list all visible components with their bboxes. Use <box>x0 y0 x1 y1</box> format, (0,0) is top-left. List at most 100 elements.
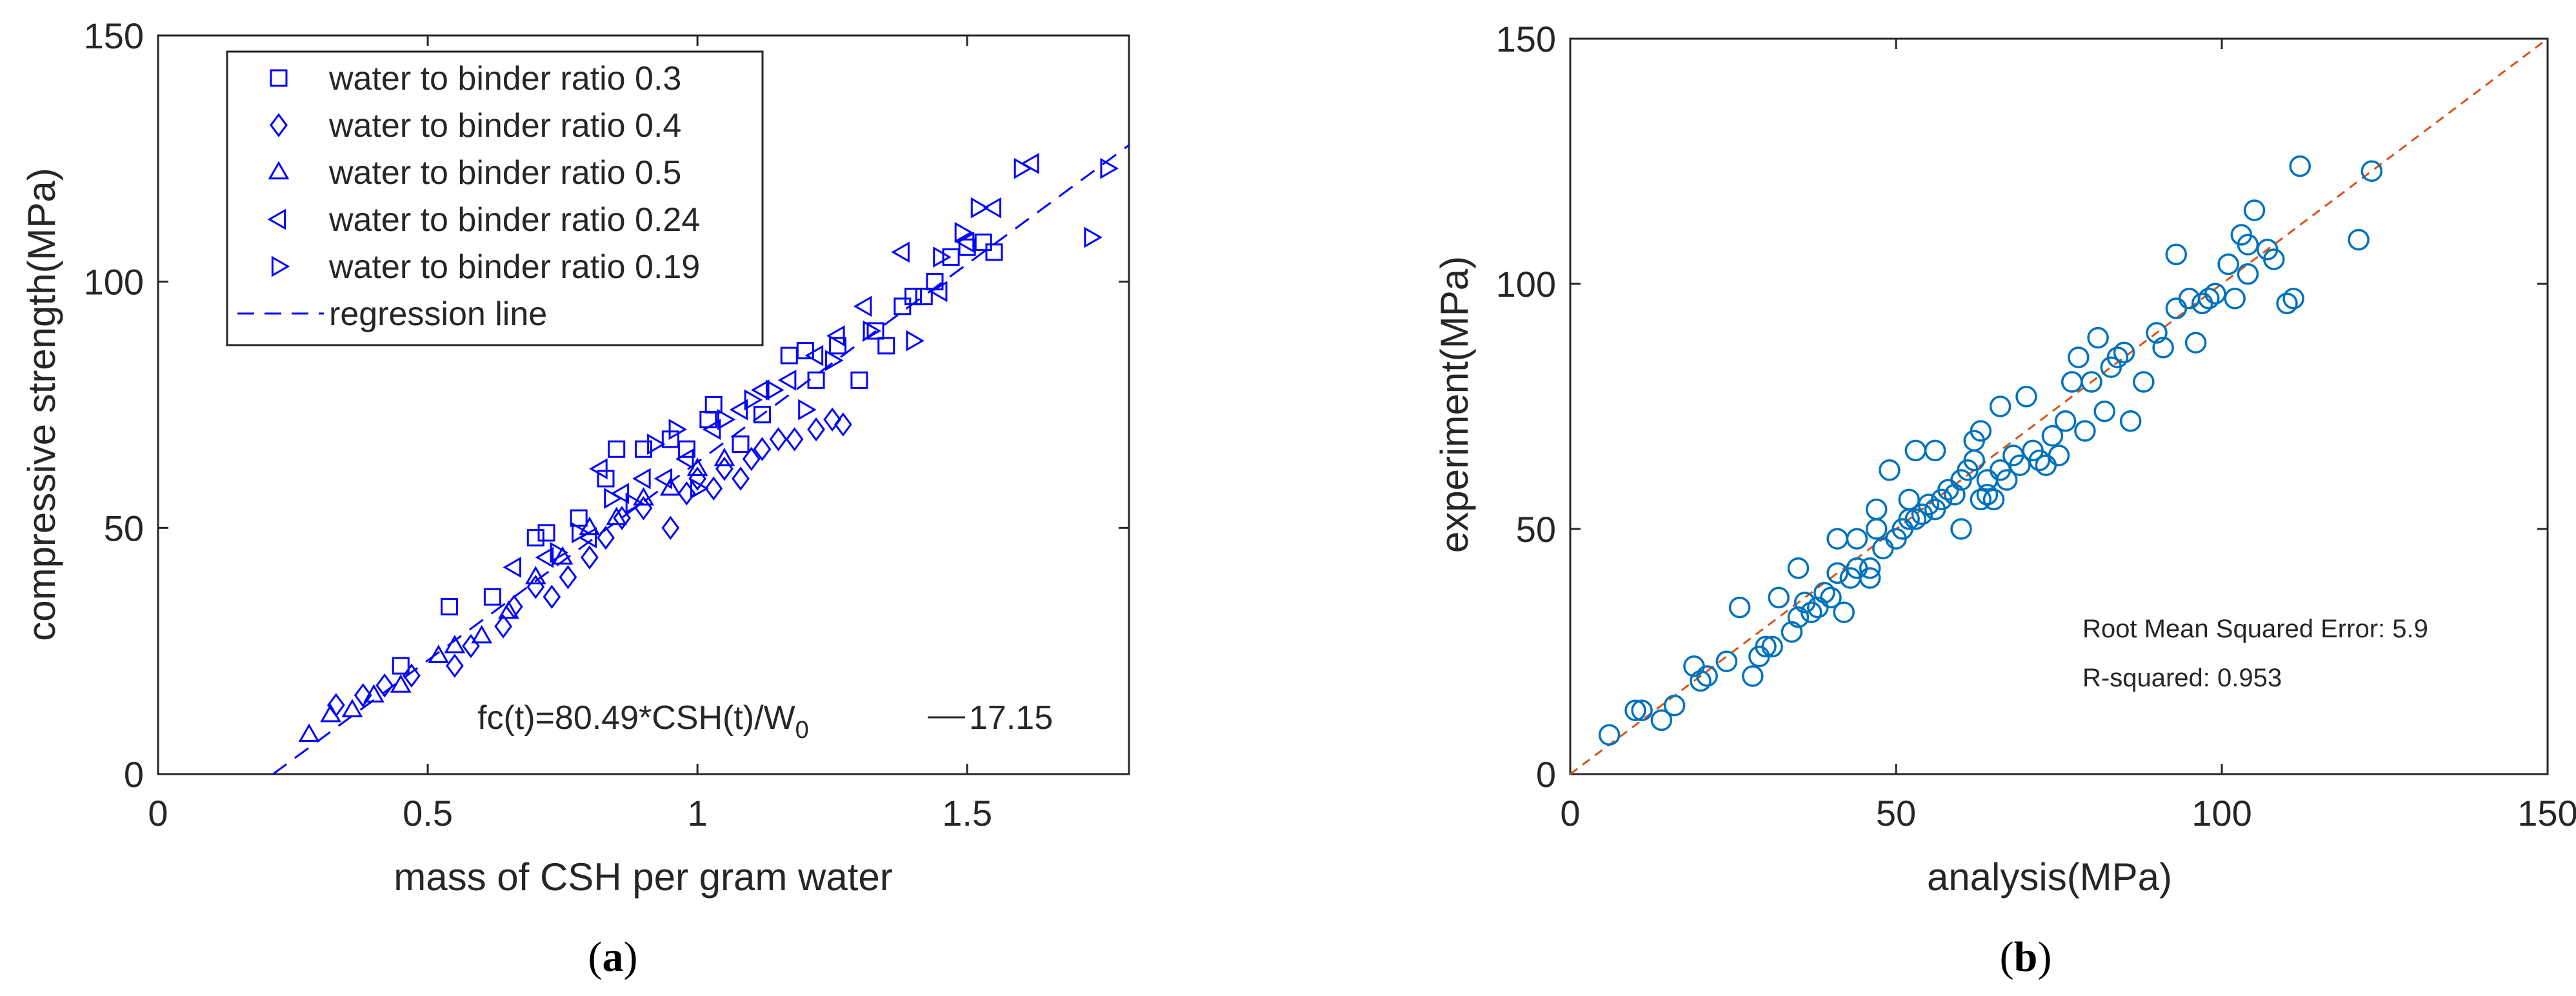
legend-marker <box>267 208 286 230</box>
data-point <box>1787 557 1810 579</box>
data-point-triangle-right <box>970 197 990 219</box>
data-point <box>2048 444 2070 466</box>
data-point-square <box>926 273 944 291</box>
data-point <box>1859 567 1881 589</box>
data-point-square <box>850 371 868 389</box>
data-point <box>1715 650 1738 672</box>
data-point-triangle-left <box>751 379 770 401</box>
data-point-square <box>537 524 555 542</box>
equation-prefix: fc(t)=80.49*CSH(t)/W <box>477 699 795 737</box>
data-point <box>1976 484 1999 506</box>
data-point-triangle-left <box>804 344 824 366</box>
data-point-triangle-up <box>552 546 574 565</box>
data-point-triangle-up <box>606 506 628 526</box>
data-point-triangle-up <box>320 703 341 722</box>
data-point <box>2361 160 2383 182</box>
data-point-square <box>985 243 1003 261</box>
x-tick-label: 100 <box>2192 793 2252 833</box>
data-point-triangle-right <box>744 389 763 411</box>
data-point <box>2009 454 2031 476</box>
data-point-diamond <box>753 437 772 461</box>
panel-b-ylabel: experiment(MPa) <box>1433 256 1476 553</box>
legend-label: water to binder ratio 0.4 <box>328 107 681 144</box>
data-point-square <box>483 588 501 606</box>
data-point-diamond <box>375 673 394 698</box>
x-tick-label: 0.5 <box>403 793 453 833</box>
data-point <box>1631 699 1653 721</box>
data-point-triangle-up <box>471 624 493 644</box>
data-point <box>1690 670 1712 692</box>
data-point-triangle-right <box>798 399 817 421</box>
panel-b-label: (b) <box>2000 933 2052 981</box>
data-point <box>1598 724 1621 746</box>
data-point <box>2074 420 2096 442</box>
y-tick-label: 0 <box>1536 754 1556 795</box>
y-tick-label: 100 <box>1496 264 1556 304</box>
data-point-triangle-up <box>363 684 384 702</box>
data-point <box>2081 371 2102 393</box>
data-point-diamond <box>785 427 804 452</box>
data-point-triangle-up <box>444 635 466 653</box>
data-point <box>1846 528 1868 550</box>
data-point-diamond <box>403 663 421 688</box>
data-point-triangle-right <box>1013 157 1033 179</box>
data-point-triangle-right <box>766 379 784 401</box>
legend-marker <box>270 69 288 87</box>
data-point <box>1859 557 1881 579</box>
data-point <box>1982 488 2005 511</box>
data-point <box>1995 469 2018 491</box>
data-point-triangle-left <box>955 232 975 253</box>
x-tick-label: 0 <box>1560 793 1580 833</box>
data-point-triangle-left <box>702 419 721 441</box>
data-point-diamond <box>613 506 631 530</box>
data-point <box>2237 234 2259 255</box>
data-point-triangle-up <box>498 600 519 619</box>
data-point <box>2041 424 2064 447</box>
panel-a-label: (a) <box>588 933 638 981</box>
legend-label: water to binder ratio 0.3 <box>328 60 681 97</box>
data-point-triangle-left <box>729 399 748 421</box>
data-point-triangle-up <box>341 699 363 717</box>
data-point <box>1989 395 2012 417</box>
data-point-square <box>974 234 992 252</box>
data-point-triangle-left <box>675 448 694 470</box>
data-point-diamond <box>354 683 372 708</box>
data-point <box>1917 493 1940 515</box>
data-point <box>2184 332 2207 354</box>
panel-b-xlabel: analysis(MPa) <box>1927 855 2172 899</box>
data-point-square <box>441 597 458 615</box>
data-point-triangle-up <box>390 674 412 693</box>
data-point <box>1742 665 1764 687</box>
data-point <box>1950 518 1972 540</box>
data-point-triangle-right <box>604 488 623 509</box>
data-point-triangle-up <box>633 487 654 506</box>
data-point <box>2146 322 2168 344</box>
data-point-triangle-left <box>826 325 845 347</box>
data-point <box>2068 346 2090 368</box>
y-tick-label: 0 <box>124 754 144 795</box>
data-point <box>1650 709 1673 732</box>
data-point <box>1696 665 1718 687</box>
data-point-triangle-left <box>589 458 608 480</box>
panel-a-points <box>298 153 1119 742</box>
data-point <box>2348 228 2370 251</box>
x-tick-label: 1.5 <box>942 793 992 833</box>
data-point <box>2237 263 2259 285</box>
data-point-diamond <box>597 525 615 550</box>
data-point <box>2204 283 2226 304</box>
data-point <box>2198 288 2220 310</box>
data-point <box>1944 484 1966 506</box>
data-point <box>2054 410 2077 432</box>
data-point <box>1800 601 1822 623</box>
data-point-triangle-right <box>1084 226 1103 248</box>
data-point <box>1663 694 1686 717</box>
panel-a: 0 0.5 1 1.5 0 50 100 150 water to binder ratio … <box>20 15 1130 981</box>
data-point-diamond <box>494 614 512 639</box>
data-point <box>2119 410 2142 432</box>
legend-items: water to binder ratio 0.3 water to binder… <box>237 60 700 333</box>
data-point-square <box>958 238 976 256</box>
data-point-diamond <box>704 476 723 501</box>
data-point-triangle-right <box>863 320 882 342</box>
data-point-triangle-up <box>714 448 735 466</box>
